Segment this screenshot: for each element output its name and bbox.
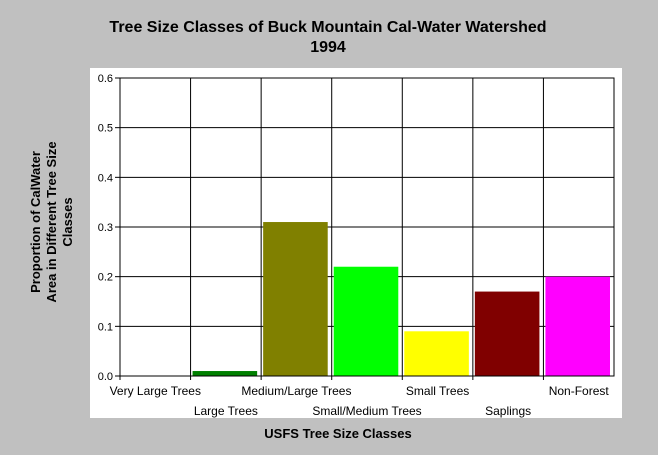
bar	[404, 331, 469, 376]
x-tick-label: Small/Medium Trees	[312, 404, 421, 418]
x-tick-label: Non-Forest	[549, 384, 610, 398]
y-tick-label: 0.4	[98, 172, 113, 184]
bar	[545, 276, 610, 376]
x-tick-label: Large Trees	[194, 404, 258, 418]
y-axis-title-line-2: Area in Different Tree Size	[44, 141, 59, 302]
x-tick-label: Medium/Large Trees	[241, 384, 351, 398]
chart-title-line-2: 1994	[310, 39, 346, 56]
bars-layer	[192, 222, 610, 376]
y-axis-title-line-1: Proportion of CalWater	[28, 151, 43, 293]
x-tick-label: Small Trees	[406, 384, 469, 398]
y-axis-title-line-3: Classes	[60, 197, 75, 246]
x-tick-label: Very Large Trees	[110, 384, 201, 398]
y-tick-label: 0.0	[98, 371, 113, 383]
y-tick-label: 0.5	[98, 123, 113, 135]
bar	[333, 266, 399, 376]
ticks-layer: 0.0 0.1 0.2 0.3 0.4 0.5 0.6	[98, 73, 544, 383]
y-tick-label: 0.3	[98, 222, 113, 234]
bar	[474, 291, 540, 376]
chart-title-line-1: Tree Size Classes of Buck Mountain Cal-W…	[109, 19, 546, 36]
y-tick-label: 0.6	[98, 73, 113, 85]
bar	[263, 222, 328, 376]
category-labels: Very Large Trees Large Trees Medium/Large …	[110, 384, 610, 418]
y-tick-label: 0.1	[98, 321, 113, 333]
x-tick-label: Saplings	[485, 404, 531, 418]
bar	[192, 371, 258, 376]
x-axis-title: USFS Tree Size Classes	[264, 426, 411, 441]
y-tick-label: 0.2	[98, 272, 113, 284]
plot-frame	[119, 77, 615, 377]
